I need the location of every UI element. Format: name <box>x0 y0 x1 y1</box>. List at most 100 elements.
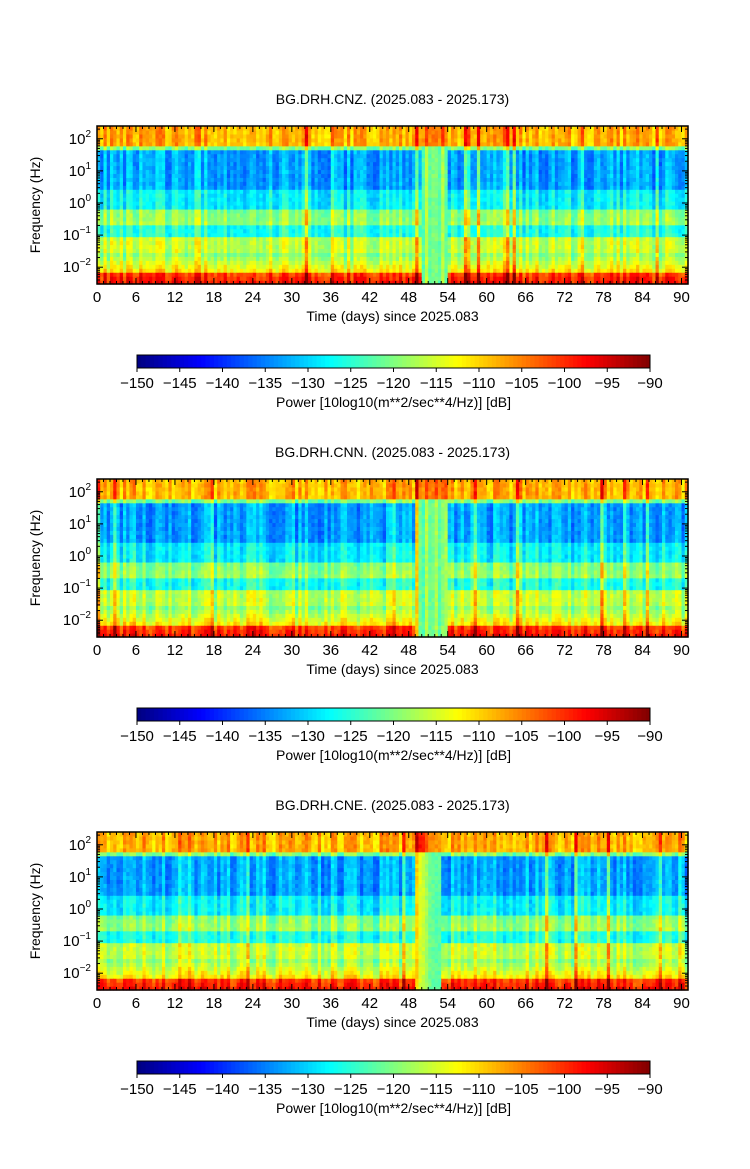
x-tick-label: 60 <box>478 642 495 659</box>
colorbar-tick-label: −135 <box>248 1081 282 1098</box>
x-tick-label: 54 <box>439 995 456 1012</box>
colorbar-tick-label: −95 <box>595 1081 620 1098</box>
plot-frame <box>96 831 689 991</box>
y-tick-label: 10−1 <box>63 225 92 244</box>
x-tick-label: 84 <box>634 995 651 1012</box>
y-tick-label: 101 <box>69 161 92 180</box>
colorbar-tick-label: −105 <box>505 375 539 392</box>
colorbar-tick-label: −105 <box>505 1081 539 1098</box>
colorbar-tick-label: −115 <box>420 1081 453 1098</box>
x-axis-label: Time (days) since 2025.083 <box>306 308 478 324</box>
x-tick-label: 60 <box>478 995 495 1012</box>
x-tick-label: 72 <box>556 642 573 659</box>
colorbar-tick-label: −125 <box>334 1081 368 1098</box>
y-tick-label: 101 <box>69 514 92 533</box>
y-tick-label: 101 <box>69 867 92 886</box>
x-tick-label: 24 <box>245 642 262 659</box>
colorbar-tick-label: −140 <box>206 728 240 745</box>
x-tick-label: 60 <box>478 289 495 306</box>
x-tick-label: 36 <box>322 642 339 659</box>
colorbar: −150 −145 −140 −135 −130 −125 −120 −115 −110 −105… <box>120 707 663 763</box>
x-tick-label: 0 <box>93 995 101 1012</box>
x-tick-label: 78 <box>595 289 612 306</box>
x-tick-label: 66 <box>517 642 534 659</box>
x-tick-label: 0 <box>93 642 101 659</box>
x-axis-label: Time (days) since 2025.083 <box>306 1014 478 1030</box>
colorbar-tick-label: −100 <box>548 728 582 745</box>
y-axis-label: Frequency (Hz) <box>27 510 43 606</box>
x-tick-label: 90 <box>673 642 690 659</box>
colorbar-tick-label: −135 <box>248 728 282 745</box>
colorbar-tick-label: −150 <box>120 375 154 392</box>
y-axis-label: Frequency (Hz) <box>27 157 43 253</box>
colorbar-tick-label: −110 <box>463 1081 496 1098</box>
colorbar-tick-label: −105 <box>505 728 539 745</box>
y-tick-label: 10−1 <box>63 578 92 597</box>
colorbar-tick-label: −110 <box>463 375 496 392</box>
x-tick-label: 12 <box>167 289 184 306</box>
x-tick-label: 48 <box>400 642 417 659</box>
y-tick-label: 10−2 <box>63 963 92 982</box>
x-tick-label: 24 <box>245 995 262 1012</box>
colorbar-tick-label: −130 <box>291 375 325 392</box>
x-tick-label: 72 <box>556 289 573 306</box>
colorbar-tick-label: −125 <box>334 728 368 745</box>
panel-title: BG.DRH.CNE. (2025.083 - 2025.173) <box>275 797 509 813</box>
x-tick-label: 90 <box>673 289 690 306</box>
x-tick-label: 66 <box>517 289 534 306</box>
colorbar-tick-label: −135 <box>248 375 282 392</box>
x-tick-label: 42 <box>361 995 378 1012</box>
x-tick-label: 18 <box>206 289 223 306</box>
colorbar-tick-label: −120 <box>377 1081 411 1098</box>
y-axis-label: Frequency (Hz) <box>27 863 43 959</box>
x-tick-label: 6 <box>132 995 140 1012</box>
y-tick-label: 100 <box>69 546 92 565</box>
colorbar-tick-label: −120 <box>377 728 411 745</box>
y-tick-label: 102 <box>69 482 92 501</box>
panel-title: BG.DRH.CNN. (2025.083 - 2025.173) <box>275 444 510 460</box>
y-tick-label: 100 <box>69 193 92 212</box>
spectrogram-panel: BG.DRH.CNZ. (2025.083 - 2025.173) 0 6 12 18 2… <box>27 91 690 410</box>
spectrogram-panel: BG.DRH.CNN. (2025.083 - 2025.173) 0 6 12 18 2… <box>27 444 690 763</box>
y-tick-label: 102 <box>69 835 92 854</box>
colorbar-tick-label: −100 <box>548 1081 582 1098</box>
colorbar-tick-label: −145 <box>163 1081 197 1098</box>
colorbar-tick-label: −110 <box>463 728 496 745</box>
colorbar-tick-label: −150 <box>120 1081 154 1098</box>
plot-frame <box>96 125 689 285</box>
y-tick-label: 102 <box>69 129 92 148</box>
y-tick-label: 10−2 <box>63 610 92 629</box>
colorbar-tick-label: −145 <box>163 728 197 745</box>
x-tick-label: 78 <box>595 642 612 659</box>
colorbar-tick-label: −140 <box>206 1081 240 1098</box>
x-tick-label: 0 <box>93 289 101 306</box>
x-tick-label: 54 <box>439 289 456 306</box>
plot-frame <box>96 478 689 638</box>
x-tick-label: 36 <box>322 995 339 1012</box>
colorbar-tick-label: −130 <box>291 1081 325 1098</box>
x-tick-label: 48 <box>400 995 417 1012</box>
x-tick-label: 42 <box>361 289 378 306</box>
colorbar-tick-label: −145 <box>163 375 197 392</box>
y-tick-label: 10−2 <box>63 257 92 276</box>
x-tick-label: 54 <box>439 642 456 659</box>
x-tick-label: 90 <box>673 995 690 1012</box>
colorbar-label: Power [10log10(m**2/sec**4/Hz)] [dB] <box>276 747 511 763</box>
y-tick-label: 10−1 <box>63 931 92 950</box>
x-tick-label: 42 <box>361 642 378 659</box>
colorbar-tick-label: −90 <box>637 1081 662 1098</box>
colorbar-tick-label: −100 <box>548 375 582 392</box>
x-tick-label: 18 <box>206 995 223 1012</box>
spectrogram-heatmap <box>97 126 689 285</box>
x-tick-label: 30 <box>283 289 300 306</box>
colorbar-label: Power [10log10(m**2/sec**4/Hz)] [dB] <box>276 1100 511 1116</box>
colorbar-label: Power [10log10(m**2/sec**4/Hz)] [dB] <box>276 394 511 410</box>
x-tick-label: 24 <box>245 289 262 306</box>
colorbar-tick-label: −90 <box>637 728 662 745</box>
x-axis-label: Time (days) since 2025.083 <box>306 661 478 677</box>
colorbar-tick-label: −115 <box>420 375 453 392</box>
colorbar-tick-label: −140 <box>206 375 240 392</box>
x-tick-label: 72 <box>556 995 573 1012</box>
colorbar: −150 −145 −140 −135 −130 −125 −120 −115 −110 −105… <box>120 354 663 410</box>
